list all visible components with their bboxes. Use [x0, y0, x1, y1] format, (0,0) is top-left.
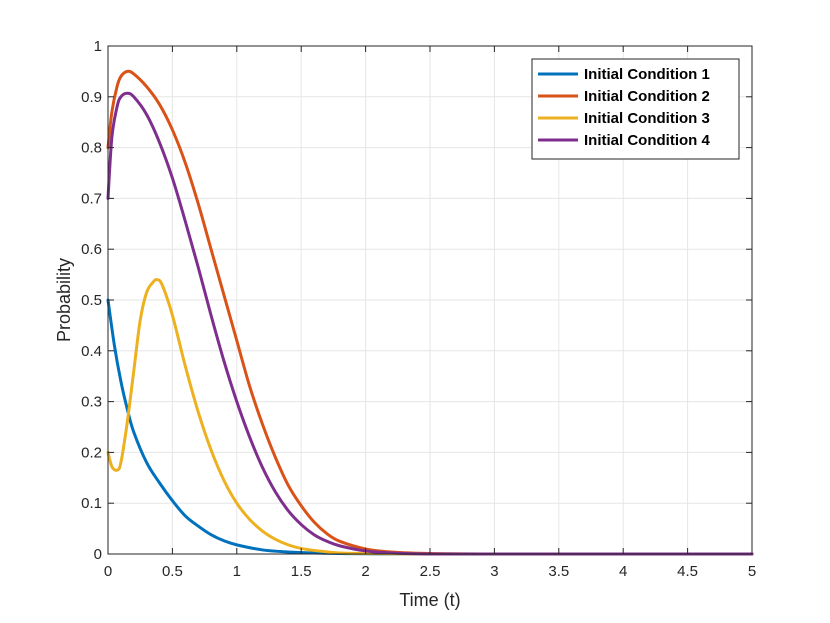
x-tick-label: 0	[104, 563, 112, 580]
y-tick-label: 0.6	[81, 241, 102, 258]
y-tick-label: 0.1	[81, 495, 102, 512]
x-tick-label: 1	[233, 563, 241, 580]
legend-label-3: Initial Condition 3	[584, 110, 710, 127]
x-axis-label: Time (t)	[399, 590, 460, 610]
x-tick-label: 5	[748, 563, 756, 580]
x-tick-label: 2	[361, 563, 369, 580]
y-tick-label: 0.8	[81, 140, 102, 157]
y-tick-label: 0.5	[81, 292, 102, 309]
y-tick-label: 0.2	[81, 444, 102, 461]
y-tick-label: 0.3	[81, 394, 102, 411]
y-tick-label: 0.4	[81, 343, 102, 360]
x-tick-label: 3.5	[548, 563, 569, 580]
x-tick-label: 3	[490, 563, 498, 580]
legend-box	[531, 58, 740, 160]
x-tick-label: 4	[619, 563, 627, 580]
y-tick-label: 0.9	[81, 89, 102, 106]
y-tick-label: 0.7	[81, 190, 102, 207]
legend-label-4: Initial Condition 4	[584, 132, 710, 149]
x-tick-label: 0.5	[162, 563, 183, 580]
y-tick-label: 1	[94, 38, 102, 55]
legend: Initial Condition 1 Initial Condition 2 In…	[531, 58, 740, 160]
y-tick-label: 0	[94, 546, 102, 563]
x-tick-label: 4.5	[677, 563, 698, 580]
x-tick-label: 1.5	[291, 563, 312, 580]
axis-ticks: 0 0.5 1 1.5 2 2.5 3 3.5 4 4.5 5 0 0.1 0.2 0.3 0.4 0.5 0.6…	[81, 38, 756, 580]
legend-label-1: Initial Condition 1	[584, 66, 710, 83]
legend-label-2: Initial Condition 2	[584, 88, 710, 105]
x-tick-label: 2.5	[420, 563, 441, 580]
y-axis-label: Probability	[54, 258, 74, 342]
